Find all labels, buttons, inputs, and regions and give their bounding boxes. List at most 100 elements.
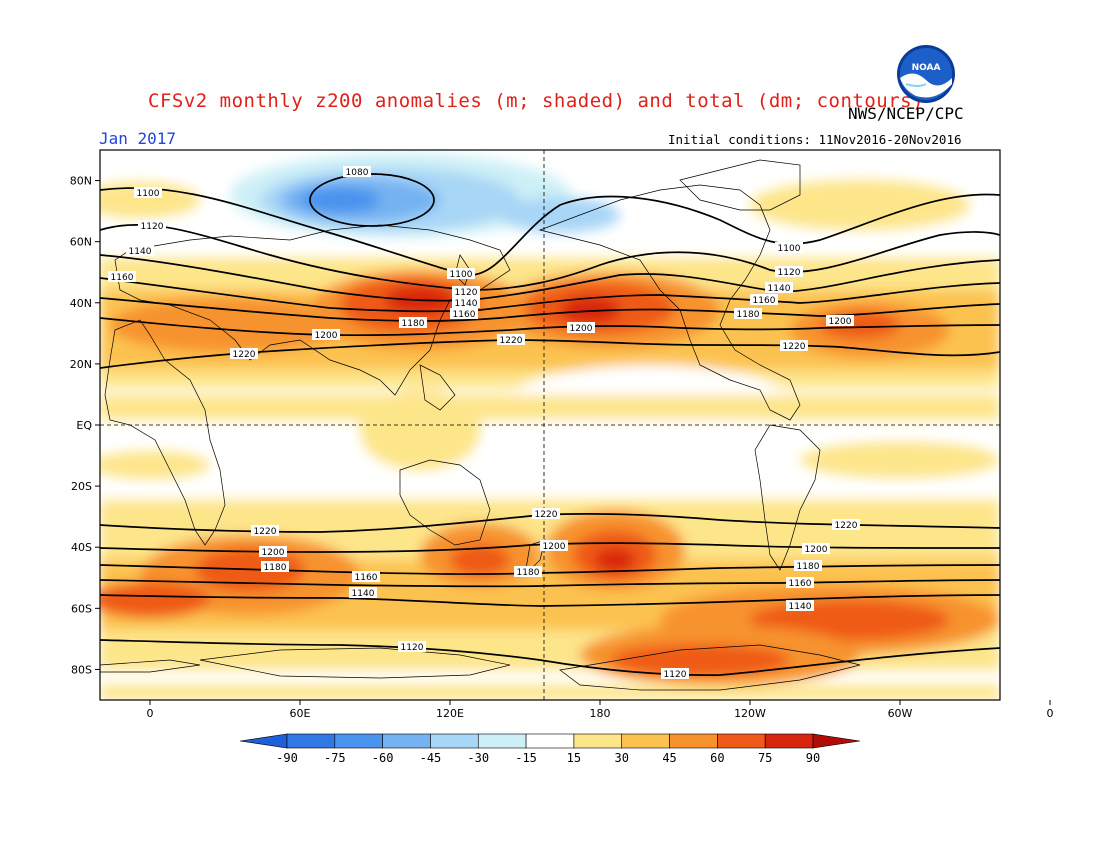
colorbar-label: 30: [615, 751, 629, 765]
contour-labels: 1080 1100 1100 1100 1120 1120 1120 1140 …: [108, 166, 860, 680]
contour-1160-nh: [100, 277, 1000, 313]
colorbar-label: 75: [758, 751, 772, 765]
colorbar-box: [717, 733, 766, 749]
contour-label: 1180: [734, 308, 762, 320]
forecast-month: Jan 2017: [99, 129, 177, 148]
colorbar-label: -75: [324, 751, 346, 765]
anomaly-shading: [100, 150, 1000, 700]
colorbar-box: [764, 733, 814, 749]
svg-text:1120: 1120: [401, 643, 424, 653]
svg-text:1220: 1220: [535, 510, 558, 520]
map-axes: 80N 60N 40N 20N EQ 20S 40S 60S 80S 0 60E 120E 180 120…: [70, 175, 1054, 720]
chart-title: CFSv2 monthly z200 anomalies (m; shaded)…: [148, 90, 925, 112]
contour-1160-sh: [100, 579, 1000, 588]
svg-text:1200: 1200: [805, 545, 828, 555]
contour-label: 1080: [343, 166, 371, 178]
contour-1080: [309, 173, 435, 227]
colorbar-box: [477, 733, 527, 749]
svg-text:1180: 1180: [264, 563, 287, 573]
svg-text:1140: 1140: [768, 284, 791, 294]
contour-label: 1220: [532, 508, 560, 520]
colorbar-label: -45: [420, 751, 442, 765]
colorbar-label: 60: [710, 751, 724, 765]
svg-text:1220: 1220: [254, 527, 277, 537]
svg-text:1120: 1120: [455, 288, 478, 298]
contour-label: 1220: [497, 334, 525, 346]
svg-text:1080: 1080: [346, 168, 369, 178]
svg-text:1160: 1160: [111, 273, 134, 283]
contour-label: 1160: [352, 571, 380, 583]
contour-label: 1160: [750, 294, 778, 306]
lat-label: 80N: [70, 175, 92, 188]
contour-label: 1200: [312, 329, 340, 341]
contour-label: 1120: [775, 266, 803, 278]
contour-label: 1180: [261, 561, 289, 573]
colorbar-low-arrow: [239, 733, 288, 749]
contour-label: 1120: [661, 668, 689, 680]
svg-text:1100: 1100: [778, 244, 801, 254]
colorbar-box: [573, 733, 623, 749]
colorbar-label: -60: [372, 751, 394, 765]
contour-label: 1140: [786, 600, 814, 612]
contour-label: 1200: [802, 543, 830, 555]
svg-text:1160: 1160: [355, 573, 378, 583]
svg-text:1220: 1220: [233, 350, 256, 360]
svg-text:1220: 1220: [500, 336, 523, 346]
contour-1120-nh: [100, 223, 1000, 291]
contour-label: 1140: [765, 282, 793, 294]
svg-text:1180: 1180: [402, 319, 425, 329]
svg-text:1140: 1140: [129, 247, 152, 257]
colorbar-label: -30: [467, 751, 489, 765]
contour-label: 1220: [251, 525, 279, 537]
contour-label: 1140: [452, 297, 480, 309]
svg-text:1160: 1160: [453, 310, 476, 320]
lat-label: EQ: [76, 419, 92, 432]
noaa-logo-icon: NOAA: [897, 45, 955, 103]
svg-text:1180: 1180: [517, 568, 540, 578]
colorbar-box: [334, 733, 383, 749]
contour-1220-nh: [100, 339, 1000, 369]
contour-label: 1140: [126, 245, 154, 257]
svg-text:1180: 1180: [797, 562, 820, 572]
svg-text:1160: 1160: [753, 296, 776, 306]
lat-label: 20N: [70, 358, 92, 371]
svg-text:1160: 1160: [789, 579, 812, 589]
coastlines: [100, 159, 861, 691]
svg-text:1220: 1220: [835, 521, 858, 531]
contour-label: 1200: [540, 540, 568, 552]
lat-label: 60S: [71, 602, 92, 615]
colorbar-label: 15: [567, 751, 581, 765]
contour-1140-nh: [100, 254, 1000, 302]
colorbar-box: [430, 733, 479, 749]
contour-label: 1220: [230, 348, 258, 360]
lon-label: 180: [590, 707, 611, 720]
contour-label: 1200: [259, 546, 287, 558]
svg-text:1120: 1120: [664, 670, 687, 680]
contour-label: 1160: [786, 577, 814, 589]
svg-text:1220: 1220: [783, 342, 806, 352]
colorbar-box: [525, 733, 575, 749]
lon-label: 120W: [734, 707, 766, 720]
lat-label: 20S: [71, 480, 92, 493]
lat-label: 80S: [71, 663, 92, 676]
contour-label: 1140: [349, 587, 377, 599]
contour-label: 1100: [775, 242, 803, 254]
svg-text:1200: 1200: [543, 542, 566, 552]
colorbar-label: 90: [806, 751, 820, 765]
initial-conditions: Initial conditions: 11Nov2016-20Nov2016: [668, 132, 962, 147]
lon-label: 120E: [436, 707, 464, 720]
contour-label: 1100: [447, 268, 475, 280]
svg-text:1120: 1120: [141, 222, 164, 232]
colorbar-high-arrow: [812, 733, 861, 749]
colorbar-box: [382, 733, 431, 749]
contour-label: 1220: [832, 519, 860, 531]
contour-label: 1220: [780, 340, 808, 352]
contour-label: 1160: [108, 271, 136, 283]
contour-label: 1180: [514, 566, 542, 578]
svg-text:1140: 1140: [352, 589, 375, 599]
contour-label: 1160: [450, 308, 478, 320]
color-bar: -90 -75 -60 -45 -30 -15 15 30 45 60 75 90: [239, 733, 861, 765]
svg-text:1180: 1180: [737, 310, 760, 320]
svg-text:1100: 1100: [450, 270, 473, 280]
